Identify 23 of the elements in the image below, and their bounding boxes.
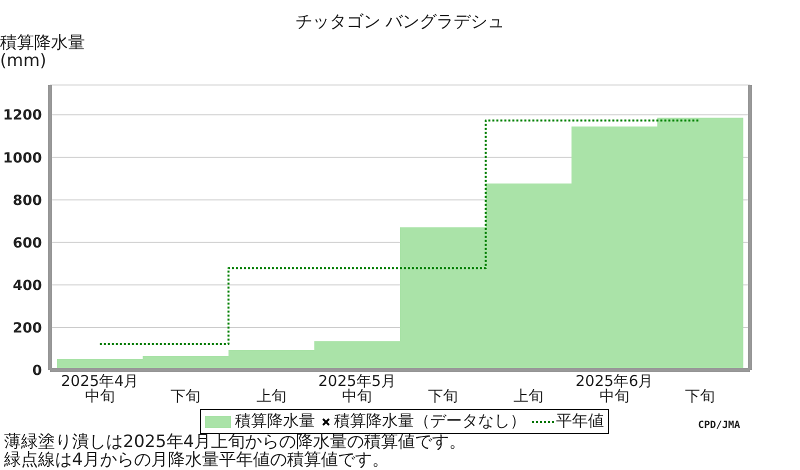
x-tick-label: 2025年4月中旬 <box>60 373 140 405</box>
x-tick-label: 下旬 <box>170 387 201 405</box>
y-axis-title: 積算降水量(mm) <box>0 33 86 71</box>
y-tick-label: 1000 <box>3 150 42 166</box>
text: 薄緑塗り潰しは2025年4月上旬からの降水量の積算値です。 <box>4 432 466 452</box>
x-tick-label: 上旬 <box>514 387 544 405</box>
legend-label: 平年値 <box>555 411 604 432</box>
x-tick-label: 上旬 <box>256 387 286 405</box>
y-tick-label: 400 <box>12 278 42 294</box>
y-tick-label: 800 <box>12 192 42 209</box>
y-tick-label: 200 <box>12 320 42 336</box>
legend-label: 積算降水量（データなし） <box>333 411 526 432</box>
text: CPD/JMA <box>698 420 740 431</box>
x-tick-label: 下旬 <box>428 387 458 405</box>
legend-label: 積算降水量 <box>234 411 315 432</box>
y-tick-label: 600 <box>12 235 42 252</box>
x-tick-label: 下旬 <box>685 387 716 405</box>
y-tick-label: 1200 <box>3 108 42 124</box>
x-tick-label: 2025年6月中旬 <box>574 373 654 405</box>
chart-title: チッタゴン バングラデシュ <box>294 11 506 33</box>
y-tick-label: 0 <box>32 362 42 379</box>
text: 緑点線は4月からの月降水量平年値の積算値です。 <box>4 450 390 470</box>
x-tick-label: 2025年5月中旬 <box>317 373 397 405</box>
